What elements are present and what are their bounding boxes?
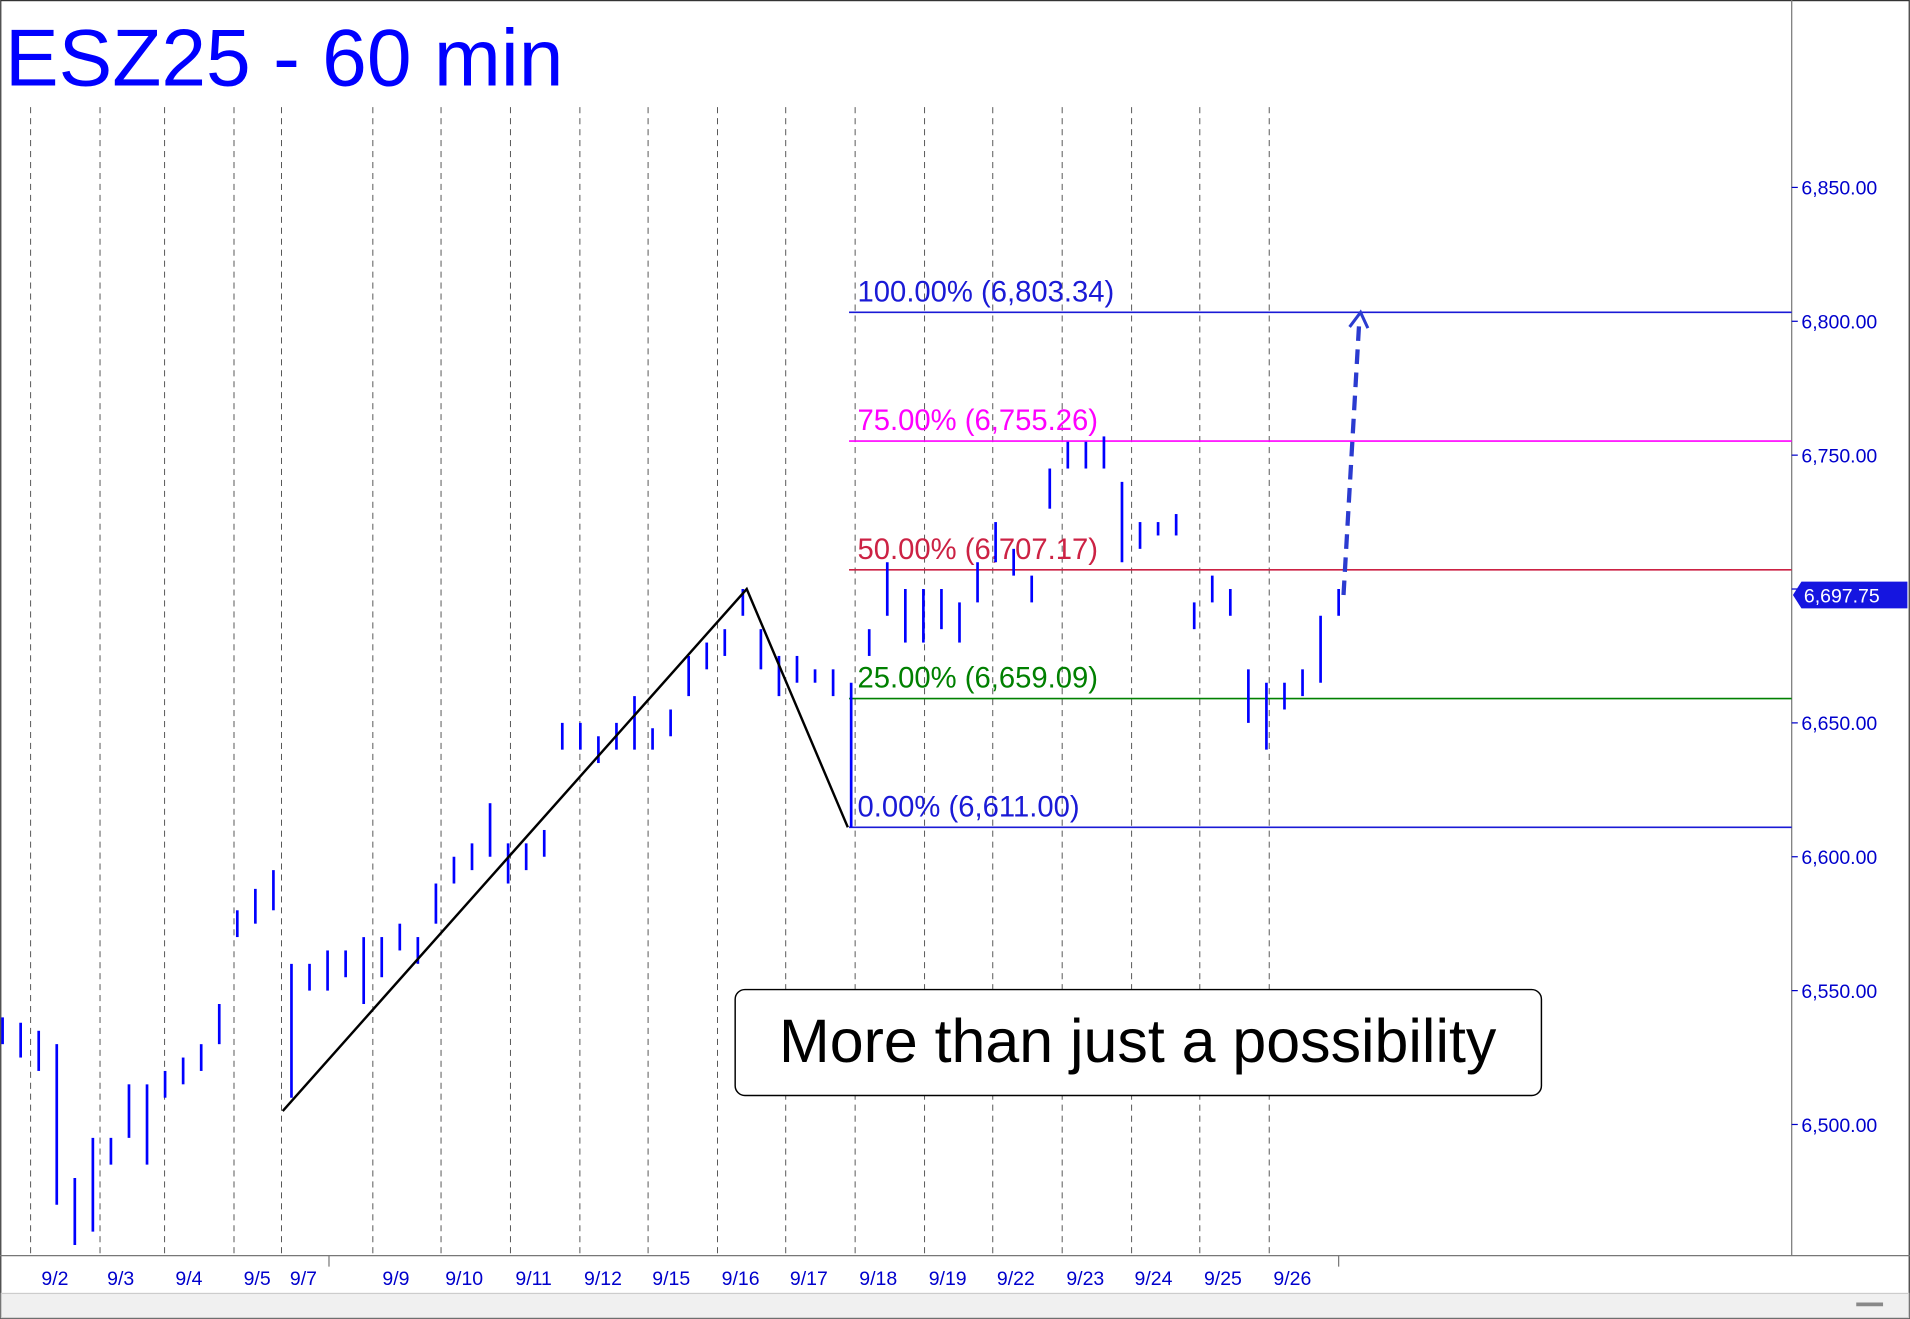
annotation: More than just a possibility	[779, 1007, 1497, 1075]
x-tick-label: 9/9	[382, 1268, 409, 1290]
x-tick-label: 9/23	[1066, 1268, 1104, 1290]
last-price-label: 6,697.75	[1804, 585, 1880, 607]
pattern-line	[281, 586, 849, 1112]
x-tick-label: 9/17	[790, 1268, 828, 1290]
y-tick-label: 6,500.00	[1801, 1115, 1877, 1137]
scrollbar[interactable]	[0, 1292, 1910, 1319]
x-tick-label: 9/15	[652, 1268, 690, 1290]
annotation-box	[734, 988, 1543, 1097]
y-tick-label: 6,850.00	[1801, 178, 1877, 200]
y-tick-label: 6,800.00	[1801, 312, 1877, 334]
x-tick-label: 9/26	[1273, 1268, 1311, 1290]
fib-label: 0.00% (6,611.00)	[858, 791, 1080, 823]
x-tick-label: 9/3	[107, 1268, 134, 1290]
arrow-head	[1348, 309, 1370, 329]
x-tick-label: 9/4	[175, 1268, 202, 1290]
x-tick-label: 9/11	[515, 1268, 551, 1290]
grid: 9/2 9/3 9/4 9/5 9/7 9/9 9/10 9/11 9/12 9/15 9/16 9/…	[30, 107, 1877, 1290]
x-tick-label: 9/7	[290, 1268, 317, 1290]
fib-label: 75.00% (6,755.26)	[858, 405, 1098, 437]
x-tick-label: 9/2	[41, 1268, 68, 1290]
x-tick-label: 9/12	[584, 1268, 622, 1290]
x-tick-label: 9/25	[1204, 1268, 1242, 1290]
x-tick-label: 9/18	[859, 1268, 897, 1290]
x-tick-label: 9/16	[722, 1268, 760, 1290]
fib-label: 25.00% (6,659.09)	[858, 663, 1098, 695]
x-tick-label: 9/10	[445, 1268, 483, 1290]
y-tick-label: 6,650.00	[1801, 713, 1877, 735]
plot: 100.00% (6,803.34) 75.00% (6,755.26) 50.00…	[1, 276, 1908, 1245]
x-tick-label: 9/5	[244, 1268, 271, 1290]
last-price-tag	[1792, 581, 1908, 609]
x-tick-label: 9/22	[997, 1268, 1035, 1290]
y-tick-label: 6,550.00	[1801, 981, 1877, 1003]
fib-label: 100.00% (6,803.34)	[858, 276, 1115, 308]
x-tick-label: 9/19	[929, 1268, 967, 1290]
chart-title: ESZ25 - 60 min	[5, 13, 563, 103]
y-tick-label: 6,600.00	[1801, 847, 1877, 869]
fib-label: 50.00% (6,707.17)	[858, 534, 1098, 566]
y-tick-label: 6,750.00	[1801, 445, 1877, 467]
x-tick-label: 9/24	[1135, 1268, 1173, 1290]
